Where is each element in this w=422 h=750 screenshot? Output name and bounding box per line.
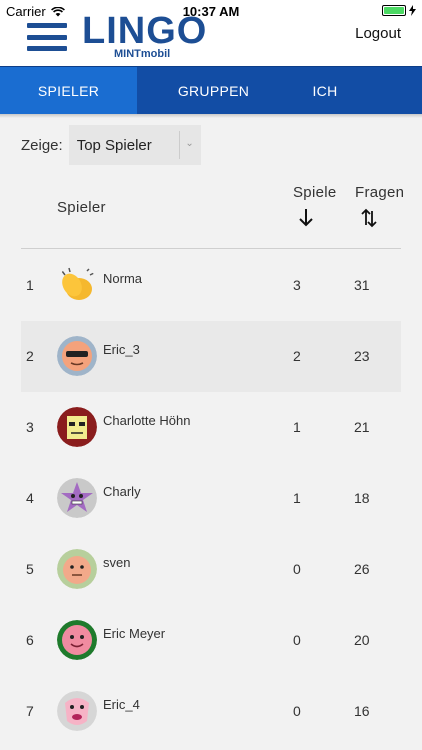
carrier-label: Carrier [6,4,46,19]
battery-icon [382,5,406,16]
tab-shadow [0,114,422,118]
player-name: sven [103,555,131,570]
peach-face-icon [57,549,97,589]
games-count: 0 [293,561,301,577]
rank: 7 [26,703,34,719]
questions-count: 16 [354,703,370,719]
column-header-questions[interactable]: Fragen [355,184,405,201]
sunglasses-face-icon [57,336,97,376]
player-name: Charlotte Höhn [103,413,191,428]
pink-face-icon [57,620,97,660]
chevron-down-icon: ⌄ [185,138,194,149]
hamburger-menu-icon[interactable] [27,22,67,52]
player-name: Eric_3 [103,342,140,357]
column-header-games[interactable]: Spiele [293,184,337,201]
games-count: 2 [293,348,301,364]
battery [382,5,416,16]
logo-subtitle: MINTmobil [114,48,171,60]
questions-count: 31 [354,277,370,293]
status-bar: Carrier 10:37 AM [0,0,422,22]
player-table: 1 Norma 3 31 2 Eric_3 2 23 3 [21,250,401,747]
player-name: Eric Meyer [103,626,166,641]
table-row[interactable]: 3 Charlotte Höhn 1 21 [21,392,401,463]
questions-count: 23 [354,348,370,364]
rank: 4 [26,490,34,506]
table-row[interactable]: 6 Eric Meyer 0 20 [21,605,401,676]
tab-spieler[interactable]: SPIELER [0,67,137,115]
games-count: 3 [293,277,301,293]
filter-label: Zeige: [21,136,63,154]
rank: 1 [26,277,34,293]
carrier: Carrier [6,4,65,19]
table-row[interactable]: 4 Charly 1 18 [21,463,401,534]
rank: 5 [26,561,34,577]
player-name: Eric_4 [103,697,140,712]
table-row[interactable]: 7 Eric_4 0 16 [21,676,401,747]
lingo-logo: LINGO MINTmobil [82,10,207,62]
wifi-icon [50,6,65,16]
tab-bar: SPIELER GRUPPEN ICH [0,66,422,115]
tab-ich[interactable]: ICH [312,83,338,99]
rank: 3 [26,419,34,435]
header-divider [21,248,401,249]
sort-descending-icon[interactable] [298,208,314,228]
clapping-hands-icon [57,265,97,305]
clock: 10:37 AM [182,4,240,19]
games-count: 1 [293,419,301,435]
player-name: Norma [103,271,143,286]
filter-select[interactable]: Top Spieler ⌄ [68,125,201,165]
star-face-icon [57,478,97,518]
tab-gruppen[interactable]: GRUPPEN [177,83,250,99]
questions-count: 18 [354,490,370,506]
table-row[interactable]: 1 Norma 3 31 [21,250,401,321]
games-count: 1 [293,490,301,506]
questions-count: 26 [354,561,370,577]
logout-button[interactable]: Logout [355,25,401,42]
lips-face-icon [57,691,97,731]
filter-selected-value: Top Spieler [76,136,152,154]
sort-toggle-icon[interactable] [361,208,377,228]
filter-row: Zeige: Top Spieler ⌄ [21,125,201,165]
rank: 6 [26,632,34,648]
square-face-icon [57,407,97,447]
table-row[interactable]: 5 sven 0 26 [21,534,401,605]
player-name: Charly [103,484,141,499]
rank: 2 [26,348,34,364]
logo-wordmark: LINGO [82,10,208,52]
games-count: 0 [293,632,301,648]
questions-count: 21 [354,419,370,435]
column-header-player: Spieler [57,199,106,216]
questions-count: 20 [354,632,370,648]
app-header: LINGO MINTmobil Logout [0,10,422,66]
charging-icon [409,5,416,16]
games-count: 0 [293,703,301,719]
table-row[interactable]: 2 Eric_3 2 23 [21,321,401,392]
